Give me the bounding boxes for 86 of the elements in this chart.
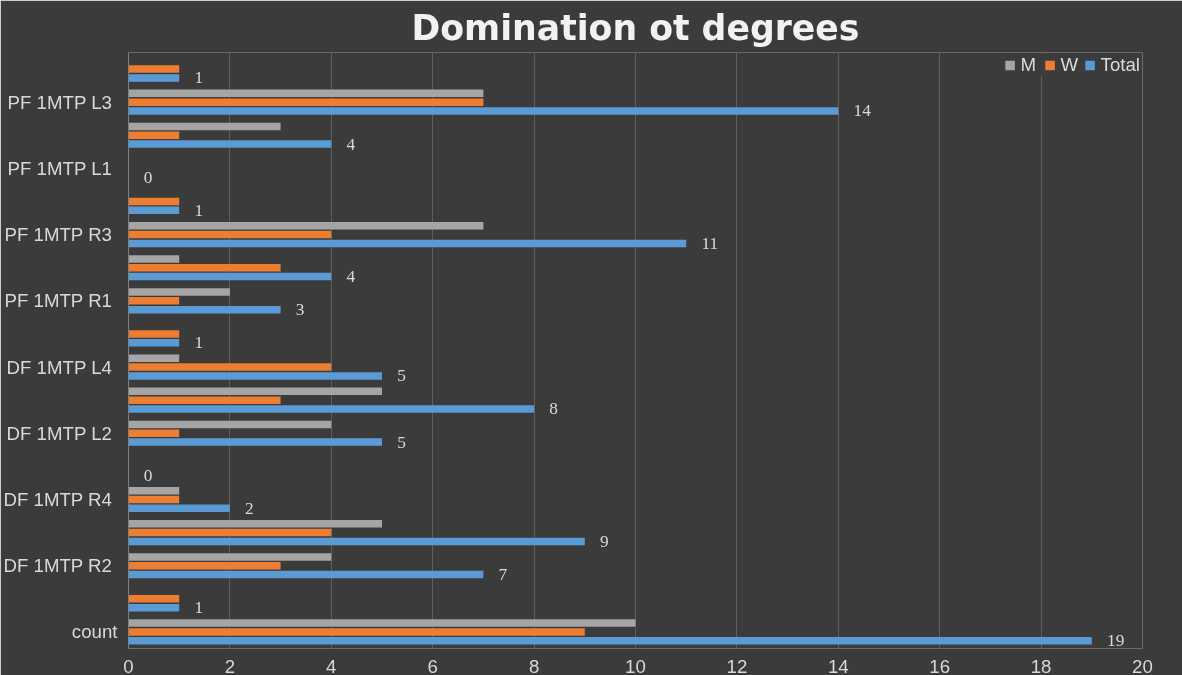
bar xyxy=(128,429,180,438)
bar xyxy=(128,628,585,636)
bar xyxy=(128,595,180,603)
y-tick-label: DF 1MTP R2 xyxy=(3,555,112,577)
x-tick-label: 16 xyxy=(929,655,951,675)
data-label: 2 xyxy=(245,498,254,518)
bar xyxy=(128,603,180,612)
bar xyxy=(128,504,230,513)
bar xyxy=(128,255,180,263)
bar xyxy=(128,206,180,215)
bar xyxy=(128,619,636,627)
bar xyxy=(128,420,332,429)
data-label: 8 xyxy=(549,399,558,419)
bar xyxy=(128,553,332,561)
bar xyxy=(128,405,535,413)
bar xyxy=(128,387,382,396)
y-tick-label: DF 1MTP L2 xyxy=(6,422,112,444)
y-tick-label: DF 1MTP R4 xyxy=(3,489,112,510)
bar xyxy=(128,65,180,73)
data-label: 7 xyxy=(498,565,508,585)
data-label: 4 xyxy=(346,134,356,154)
bar xyxy=(128,438,382,446)
data-label: 4 xyxy=(346,267,356,287)
data-label: 1 xyxy=(194,68,204,88)
bar xyxy=(128,272,332,281)
x-tick-label: 12 xyxy=(726,655,748,675)
bar xyxy=(128,520,382,528)
data-label: 19 xyxy=(1107,631,1125,651)
bar xyxy=(128,98,484,106)
bar xyxy=(128,330,180,338)
bar xyxy=(128,396,281,404)
chart-title: Domination ot degrees xyxy=(411,7,860,48)
y-tick-label: PF 1MTP L1 xyxy=(7,157,112,179)
bar xyxy=(128,305,281,314)
bar xyxy=(128,288,230,296)
y-tick-label: PF 1MTP L3 xyxy=(7,91,112,113)
data-label: 1 xyxy=(194,200,204,220)
bar xyxy=(128,561,281,570)
legend-label: W xyxy=(1060,54,1080,76)
bar xyxy=(128,363,332,371)
x-tick-label: 6 xyxy=(427,655,438,675)
x-tick-label: 8 xyxy=(528,655,540,675)
bar xyxy=(128,263,281,272)
x-tick-label: 4 xyxy=(326,655,337,675)
bar xyxy=(128,486,180,495)
bar xyxy=(128,230,332,239)
bar xyxy=(128,537,585,546)
legend-label: M xyxy=(1020,54,1038,76)
bar xyxy=(128,297,180,305)
data-label: 3 xyxy=(295,300,305,320)
bar xyxy=(128,222,484,230)
y-tick-label: DF 1MTP L4 xyxy=(6,356,112,378)
bar xyxy=(128,197,180,206)
x-tick-label: 0 xyxy=(123,655,134,675)
x-tick-label: 20 xyxy=(1132,655,1153,675)
y-tick-label: PF 1MTP R1 xyxy=(4,290,112,312)
data-label: 1 xyxy=(194,598,204,618)
bar xyxy=(128,570,484,579)
data-label: 9 xyxy=(600,531,609,551)
legend-label: Total xyxy=(1100,54,1140,76)
bar xyxy=(128,74,180,82)
y-tick-label: PF 1MTP R3 xyxy=(4,224,112,246)
data-label: 0 xyxy=(143,465,153,485)
x-tick-label: 18 xyxy=(1030,655,1052,675)
bar xyxy=(128,140,332,148)
x-tick-label: 10 xyxy=(625,655,646,675)
data-label: 5 xyxy=(397,366,406,386)
bar xyxy=(128,122,281,131)
data-label: 14 xyxy=(853,101,872,121)
bar xyxy=(128,528,332,537)
bar xyxy=(128,354,180,362)
x-tick-label: 14 xyxy=(827,655,849,675)
data-label: 5 xyxy=(397,432,406,452)
data-label: 1 xyxy=(194,333,204,353)
bar xyxy=(128,89,484,98)
data-label: 0 xyxy=(143,167,153,187)
bar xyxy=(128,339,180,347)
x-tick-label: 2 xyxy=(224,655,236,675)
bar xyxy=(128,372,382,380)
bar xyxy=(128,239,687,248)
bar xyxy=(128,107,839,115)
y-tick-label: count xyxy=(71,621,119,643)
bar xyxy=(128,131,180,140)
bar xyxy=(128,495,180,504)
data-label: 11 xyxy=(701,233,719,253)
bar xyxy=(128,637,1092,645)
